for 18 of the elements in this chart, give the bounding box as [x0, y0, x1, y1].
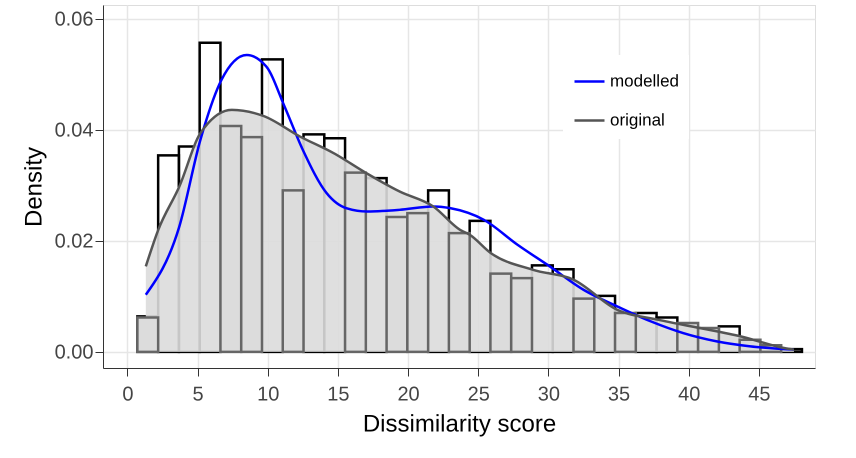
x-tick-label: 15	[327, 384, 350, 406]
legend-label: original	[610, 110, 665, 130]
y-axis-title: Density	[20, 146, 48, 228]
x-tick-label: 20	[397, 384, 420, 406]
x-tick-label: 5	[192, 384, 204, 406]
x-axis-title: Dissimilarity score	[362, 410, 556, 438]
x-tick-label: 30	[538, 384, 560, 406]
x-tick-label: 35	[608, 384, 630, 406]
y-tick-label: 0.04	[54, 119, 94, 142]
x-tick-label: 45	[748, 384, 770, 406]
y-tick-label: 0.02	[54, 230, 94, 252]
x-tick-label: 40	[678, 384, 700, 406]
x-tick-label: 10	[257, 384, 280, 406]
x-tick-label: 25	[468, 384, 490, 406]
y-tick-label: 0.00	[54, 341, 94, 364]
legend-label: modelled	[610, 72, 679, 90]
x-tick-label: 0	[122, 384, 134, 406]
y-tick-label: 0.06	[54, 8, 94, 30]
